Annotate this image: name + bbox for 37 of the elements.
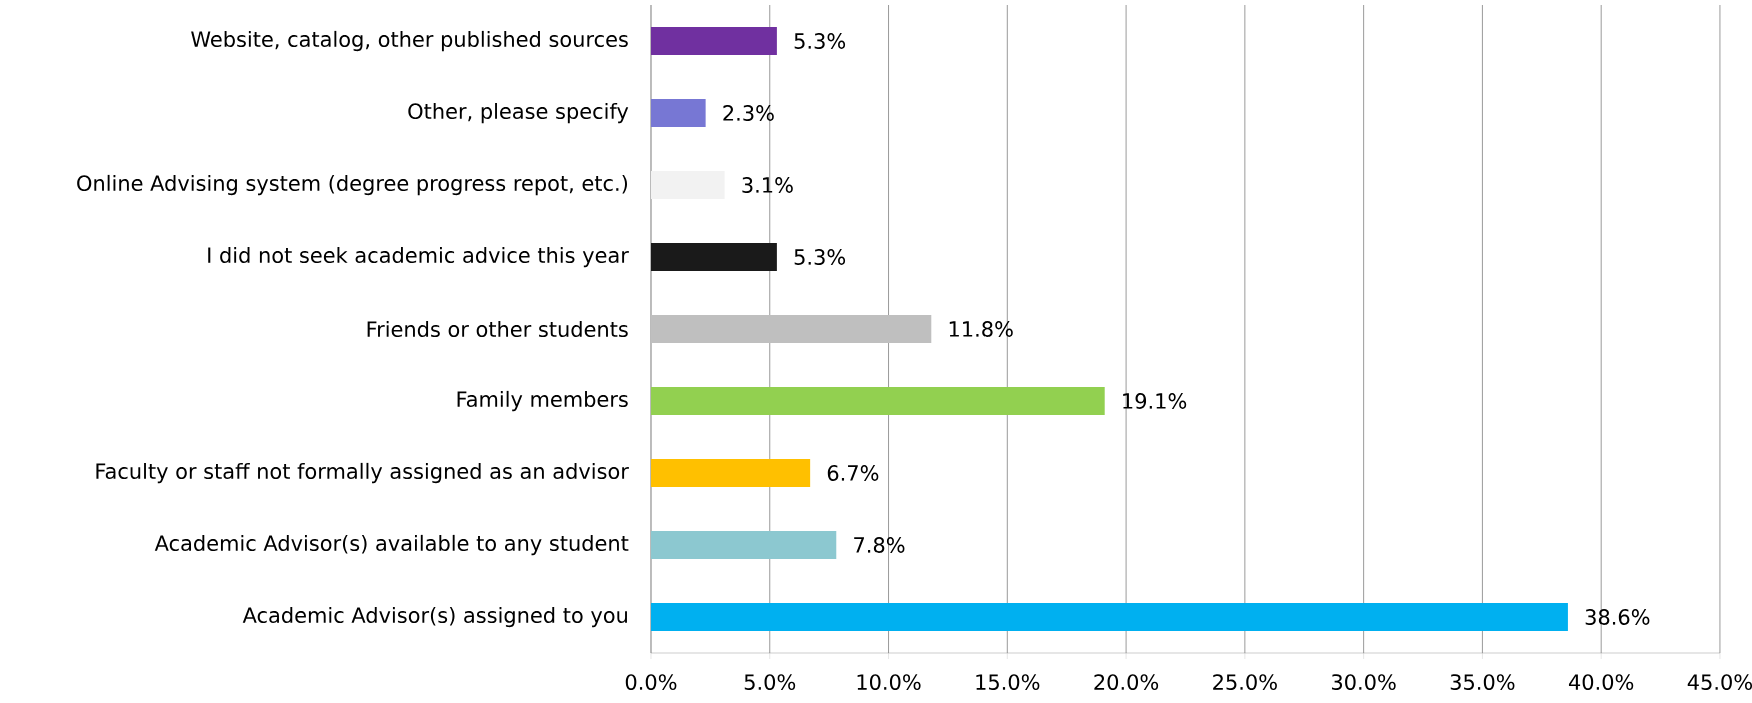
x-tick-label: 20.0% [1094,674,1159,690]
data-label: 5.3% [794,249,846,265]
data-label: 19.1% [1123,393,1187,409]
x-tick-label: 0.0% [625,674,677,690]
bar [650,603,1568,631]
x-tick-label: 10.0% [857,674,921,690]
data-label: 38.6% [1585,609,1650,625]
bar [650,459,811,487]
data-label: 2.3% [723,105,774,121]
y-tick-label: Family members [457,390,628,412]
bar [650,531,837,559]
bar [650,27,777,55]
bar [650,171,725,199]
x-tick-label: 25.0% [1213,674,1277,690]
bar [650,243,777,271]
data-label: 11.8% [949,321,1013,337]
y-tick-label: Website, catalog, other published sources [191,30,628,52]
x-tick-label: 45.0% [1687,674,1752,690]
data-label: 6.7% [827,465,879,481]
data-label: 7.8% [854,537,905,553]
y-tick-label: Friends or other students [367,320,628,338]
bar [650,387,1105,415]
x-tick-label: 35.0% [1450,674,1515,690]
data-label: 3.1% [742,177,793,193]
y-tick-label: Academic Advisor(s) assigned to you [242,606,627,628]
bar [650,99,706,127]
x-tick-label: 40.0% [1568,674,1634,690]
y-tick-label: Online Advising system (degree progress repot, etc.) [77,174,628,196]
y-tick-label: Faculty or staff not formally assigned as an advisor [96,462,629,484]
y-tick-label: Academic Advisor(s) available to any student [154,534,629,556]
x-tick-label: 30.0% [1331,674,1396,690]
y-tick-label: I did not seek academic advice this year [208,246,629,268]
data-label: 5.3% [794,33,846,49]
x-tick-label: 15.0% [976,674,1040,690]
bar [650,315,932,343]
x-tick-label: 5.0% [744,674,796,690]
y-tick-label: Other, please specify [408,102,629,124]
